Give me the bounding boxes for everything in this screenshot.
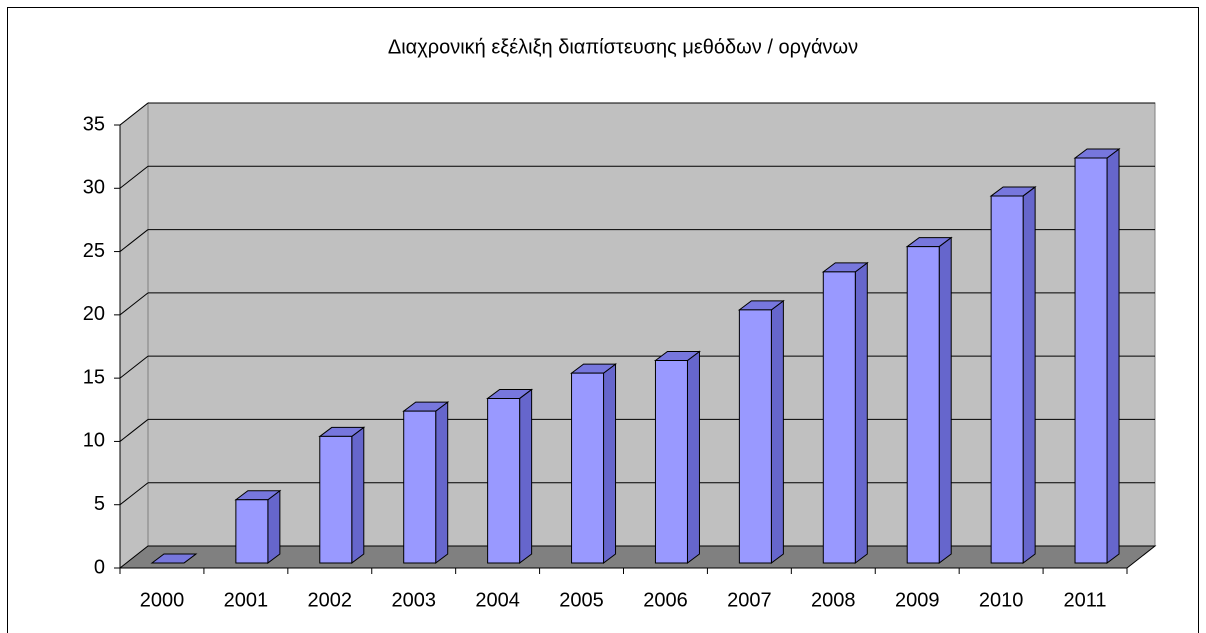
- y-tick-label: 0: [94, 556, 105, 578]
- x-tick-label: 2005: [559, 589, 604, 611]
- grid-line: [119, 355, 149, 379]
- bar-front: [906, 246, 940, 564]
- bar-side: [519, 388, 533, 564]
- bar: [905, 236, 953, 564]
- grid-line: [119, 482, 149, 506]
- bar: [1073, 147, 1121, 564]
- x-tick-label: 2007: [727, 589, 772, 611]
- grid-line: [119, 229, 149, 252]
- x-tick-label: 2008: [811, 589, 856, 611]
- y-tick-label: 25: [83, 240, 105, 262]
- bar-front: [822, 271, 856, 564]
- grid-line: [119, 102, 149, 126]
- y-tick-label: 5: [94, 493, 105, 515]
- x-tick-label: 2002: [308, 589, 353, 611]
- bar-front: [235, 499, 269, 564]
- bar-side: [435, 401, 449, 564]
- x-tick-label: 2010: [979, 589, 1024, 611]
- chart-title: Διαχρονική εξέλιξη διαπίστευσης μεθόδων …: [388, 36, 858, 58]
- bar-front: [571, 372, 605, 564]
- bar-side: [603, 363, 617, 564]
- bar-side: [351, 426, 365, 564]
- bar-side: [267, 489, 281, 564]
- bar-front: [487, 397, 521, 564]
- grid-line: [119, 292, 149, 316]
- bar-front: [738, 309, 772, 564]
- x-tick-label: 2004: [475, 589, 520, 611]
- bar: [402, 401, 450, 564]
- grid-line: [119, 165, 149, 189]
- bar-side: [854, 261, 868, 564]
- x-tick-label: 2006: [643, 589, 688, 611]
- y-tick-label: 10: [83, 430, 105, 452]
- y-tick-label: 35: [83, 113, 105, 135]
- x-tick-label: 2003: [391, 589, 436, 611]
- bar: [234, 489, 282, 564]
- x-tick-label: 2000: [140, 589, 185, 611]
- bar-front: [1074, 157, 1108, 564]
- bar-side: [770, 299, 784, 564]
- bar: [989, 185, 1037, 564]
- bar-front: [654, 359, 688, 564]
- x-tick-label: 2011: [1064, 589, 1107, 611]
- y-tick-label: 15: [83, 366, 105, 388]
- bar: [570, 363, 618, 564]
- bar-side: [1106, 147, 1120, 564]
- bar-side: [686, 350, 700, 564]
- y-tick-label: 20: [83, 303, 105, 325]
- bar: [737, 299, 785, 564]
- bar-side: [1022, 185, 1036, 564]
- bar-side: [938, 236, 952, 564]
- bar-front: [990, 195, 1024, 564]
- y-tick-label: 30: [83, 177, 105, 199]
- grid-line: [119, 419, 149, 442]
- bar-front: [403, 410, 437, 564]
- side-wall: [119, 101, 149, 570]
- bar: [150, 553, 198, 564]
- x-tick-label: 2009: [895, 589, 940, 611]
- bar-front: [319, 435, 353, 564]
- bar: [318, 426, 366, 564]
- x-tick-label: 2001: [224, 589, 269, 611]
- bar: [653, 350, 701, 564]
- bar: [821, 261, 869, 564]
- bar: [486, 388, 534, 564]
